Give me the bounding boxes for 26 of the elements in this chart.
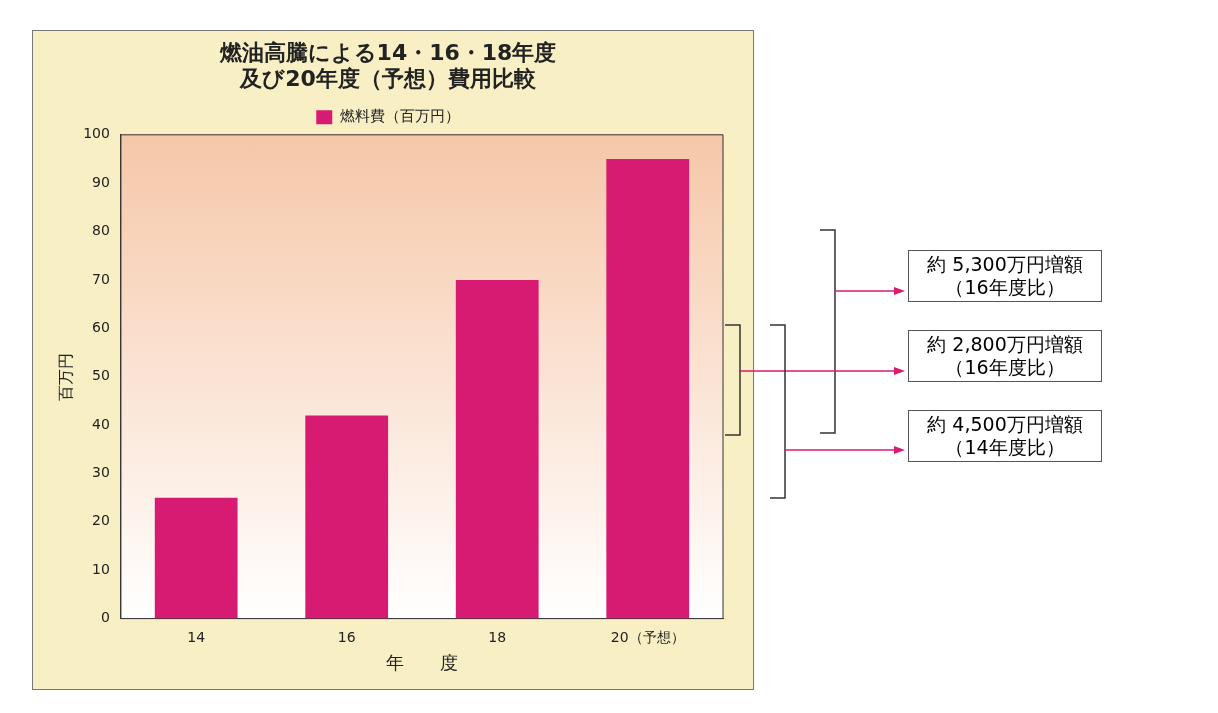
legend-label: 燃料費（百万円） — [339, 107, 460, 126]
y-tick-label: 40 — [92, 415, 110, 432]
y-tick-label: 30 — [92, 464, 110, 481]
y-tick-label: 0 — [101, 609, 110, 626]
bar — [305, 415, 389, 619]
text: 約 2,800万円増額（16年度比） — [908, 330, 1102, 382]
bar — [606, 158, 690, 619]
x-axis-title: 年 度 — [385, 651, 458, 673]
text: 約 4,500万円増額（14年度比） — [908, 410, 1102, 462]
y-tick-label: 80 — [92, 222, 110, 239]
bar — [455, 279, 539, 619]
y-axis-title: 百万円 — [55, 352, 75, 401]
y-tick-label: 100 — [83, 125, 110, 142]
x-tick-label: 20（予想） — [610, 628, 685, 645]
y-tick-label: 60 — [92, 318, 110, 335]
chart-title: 燃油高騰による14・16・18年度及び20年度（予想）費用比較 — [218, 39, 557, 92]
bar — [154, 497, 238, 619]
y-tick-label: 10 — [92, 560, 110, 577]
x-tick-label: 16 — [337, 628, 356, 645]
x-tick-label: 18 — [488, 628, 507, 645]
y-tick-label: 70 — [92, 270, 110, 287]
y-tick-label: 50 — [92, 367, 110, 384]
y-tick-label: 90 — [92, 173, 110, 190]
x-tick-label: 14 — [187, 628, 206, 645]
y-tick-label: 20 — [92, 512, 110, 529]
text: 約 5,300万円増額（16年度比） — [908, 250, 1102, 302]
